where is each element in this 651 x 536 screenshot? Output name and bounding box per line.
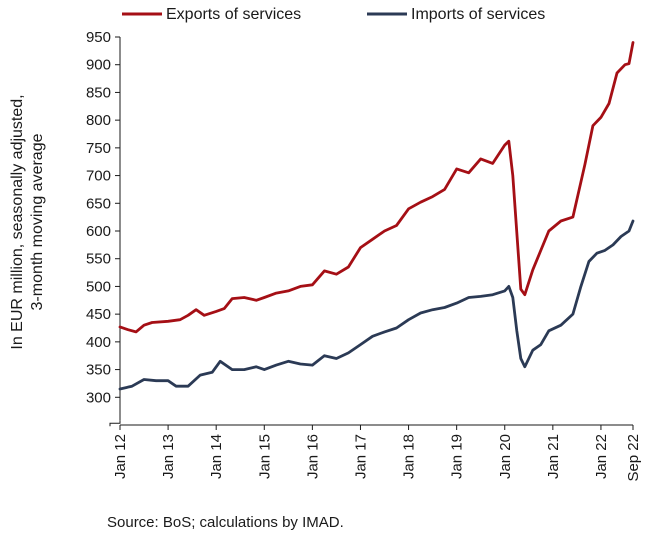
series-line-exports (118, 41, 635, 334)
series-line-imports (118, 219, 635, 391)
y-tick-label: 800 (86, 112, 111, 129)
y-tick-label: 900 (86, 57, 111, 74)
x-tick-label: Jan 17 (352, 434, 369, 479)
y-tick-label: 600 (86, 223, 111, 240)
y-tick-label: 850 (86, 84, 111, 101)
y-tick-label: 300 (86, 389, 111, 406)
y-tick-label: 400 (86, 334, 111, 351)
y-tick-label: 700 (86, 168, 111, 185)
y-axis-title-line-2: 3-month moving average (29, 133, 46, 310)
y-tick-label: 450 (86, 306, 111, 323)
y-tick-label: 950 (86, 29, 111, 46)
y-tick-label: 500 (86, 278, 111, 295)
legend: Exports of services Imports of services (122, 6, 545, 23)
x-tick-label: Jan 21 (545, 434, 562, 479)
y-axis-title: In EUR million, seasonally adjusted, 3-m… (9, 94, 46, 349)
x-tick-label: Jan 18 (401, 434, 418, 479)
x-tick-label: Sep 22 (625, 434, 642, 482)
legend-label-imports: Imports of services (411, 6, 545, 23)
y-tick-labels: 300 350 400 450 500 550 600 650 700 750 800 850 900 9… (86, 29, 111, 406)
series-lines (118, 41, 635, 391)
axis-break-icon (109, 420, 121, 427)
x-tick-label: Jan 22 (593, 434, 610, 479)
x-tick-label: Jan 15 (256, 434, 273, 479)
source-note: Source: BoS; calculations by IMAD. (107, 514, 344, 531)
x-tick-label: Jan 14 (208, 434, 225, 479)
y-axis-title-line-1: In EUR million, seasonally adjusted, (9, 94, 26, 349)
x-tick-labels: Jan 12 Jan 13 Jan 14 Jan 15 Jan 16 Jan 17 Jan … (112, 434, 642, 482)
y-tick-label: 350 (86, 362, 111, 379)
x-tick-label: Jan 16 (304, 434, 321, 479)
x-tick-label: Jan 13 (160, 434, 177, 479)
legend-label-exports: Exports of services (166, 6, 301, 23)
x-tick-label: Jan 19 (449, 434, 466, 479)
y-tick-label: 750 (86, 140, 111, 157)
y-tick-label: 650 (86, 195, 111, 212)
y-tick-label: 550 (86, 251, 111, 268)
x-tick-label: Jan 20 (497, 434, 514, 479)
x-tick-label: Jan 12 (112, 434, 129, 479)
axes (109, 36, 634, 430)
